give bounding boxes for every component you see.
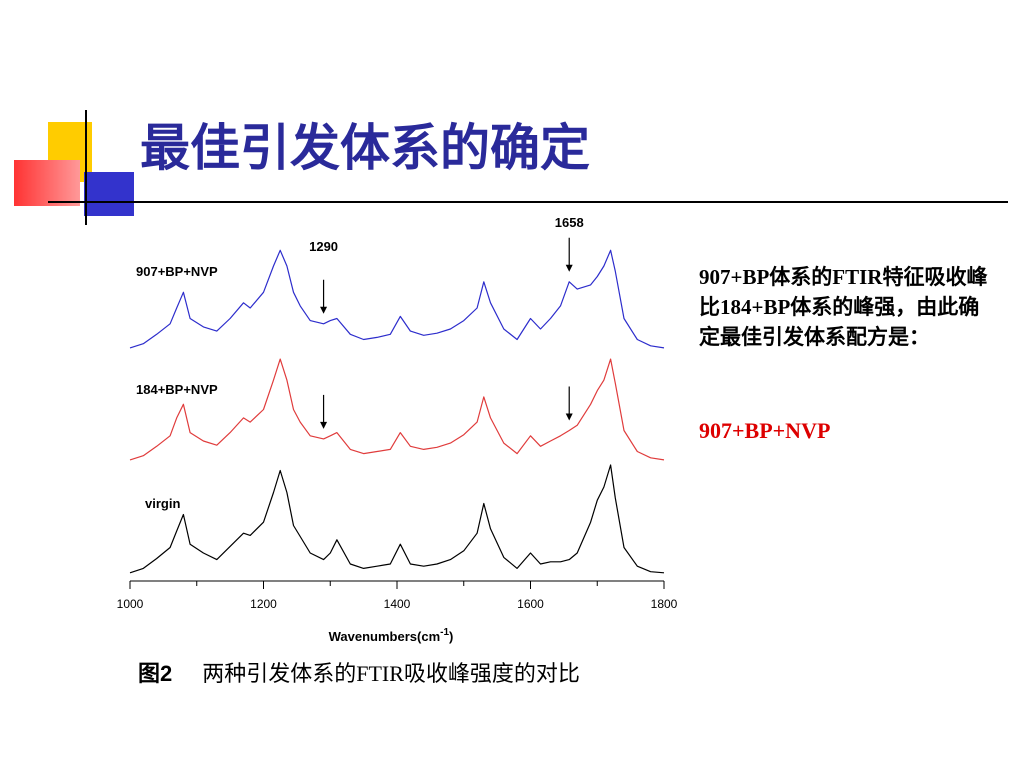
deco-horizontal-line — [48, 201, 1008, 203]
series-label-1: 184+BP+NVP — [136, 382, 218, 397]
deco-red-square — [14, 160, 80, 206]
x-tick-label: 1000 — [117, 597, 144, 611]
x-tick-label: 1400 — [384, 597, 411, 611]
figure-caption: 图2 两种引发体系的FTIR吸收峰强度的对比 — [138, 656, 580, 688]
series-label-2: virgin — [145, 496, 180, 511]
page-title: 最佳引发体系的确定 — [140, 119, 590, 177]
caption-label: 图2 — [138, 661, 173, 686]
annotation-label-1658: 1658 — [555, 215, 584, 230]
series-line-2 — [129, 464, 665, 574]
deco-blue-square — [84, 172, 134, 216]
annotation-arrowhead — [320, 421, 328, 429]
recommended-formula: 907+BP+NVP — [699, 418, 831, 443]
conclusion-text: 907+BP体系的FTIR特征吸收峰比184+BP体系的峰强，由此确定最佳引发体… — [699, 265, 988, 349]
series-line-1 — [129, 358, 665, 461]
deco-vertical-line — [85, 110, 87, 225]
annotation-label-1290: 1290 — [309, 239, 338, 254]
annotation-arrowhead — [565, 264, 573, 272]
caption-text: 两种引发体系的FTIR吸收峰强度的对比 — [202, 661, 580, 686]
x-tick-label: 1600 — [517, 597, 544, 611]
series-label-0: 907+BP+NVP — [136, 264, 218, 279]
x-tick-label: 1200 — [250, 597, 277, 611]
x-axis-label: Wavenumbers(cm-1) — [329, 627, 454, 644]
annotation-arrowhead — [320, 306, 328, 314]
annotation-arrowhead — [565, 413, 573, 421]
x-tick-label: 1800 — [651, 597, 678, 611]
series-line-0 — [129, 249, 665, 349]
